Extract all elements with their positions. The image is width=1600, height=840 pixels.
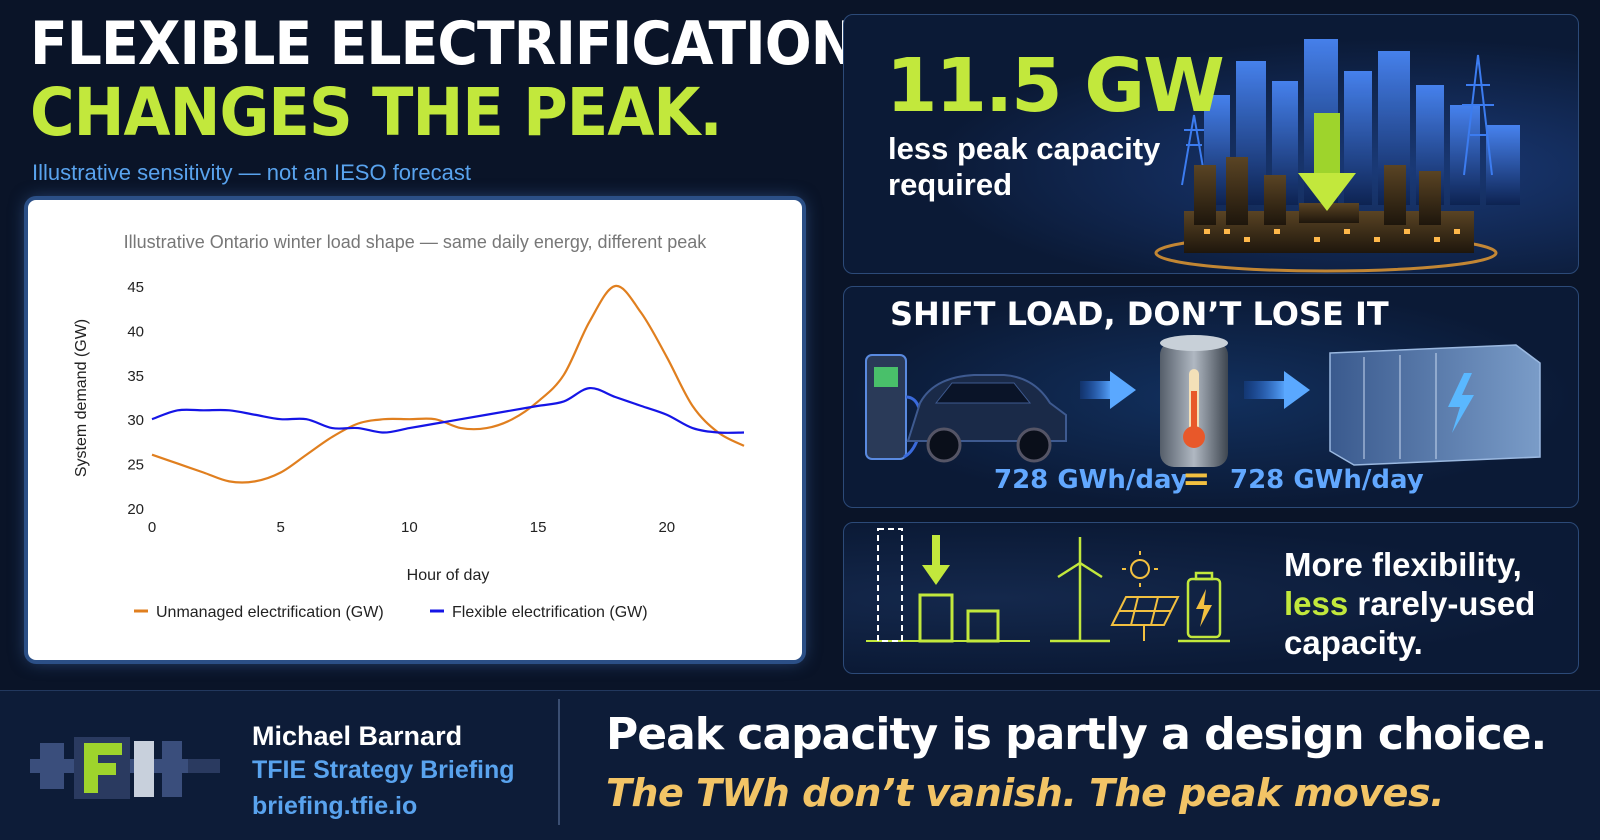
sun-icon xyxy=(1122,551,1158,587)
y-tick-label: 30 xyxy=(127,412,144,429)
power-plant xyxy=(1184,157,1474,253)
flexibility-line-3: capacity. xyxy=(1284,624,1423,661)
city-power-illustration xyxy=(1154,39,1520,273)
y-tick-label: 25 xyxy=(127,457,144,474)
legend-label-1: Unmanaged electrification (GW) xyxy=(156,604,384,621)
flexibility-text: More flexibility, less rarely-used capac… xyxy=(1284,545,1574,662)
flexibility-line-1: More flexibility, xyxy=(1284,546,1522,583)
series-line-1 xyxy=(151,284,745,484)
footer: Michael Barnard TFIE Strategy Briefing b… xyxy=(0,690,1600,840)
x-tick-label: 20 xyxy=(658,519,675,536)
x-tick-label: 15 xyxy=(530,519,547,536)
x-tick-label: 10 xyxy=(401,519,418,536)
series-line-2 xyxy=(151,387,745,434)
x-tick-label: 5 xyxy=(277,519,285,536)
subtitle: Illustrative sensitivity — not an IESO f… xyxy=(32,160,471,185)
peak-bars-icon xyxy=(866,528,1030,643)
x-axis-label: Hour of day xyxy=(407,567,490,584)
electric-car-icon xyxy=(906,374,1067,463)
equals-sign: = xyxy=(1182,459,1211,499)
flexibility-illustration xyxy=(866,528,1230,643)
wind-turbine-icon xyxy=(1050,537,1110,643)
arrow-right-icon-2 xyxy=(1244,371,1310,409)
headline: FLEXIBLE ELECTRIFICATION CHANGES THE PEA… xyxy=(30,14,928,146)
author-name: Michael Barnard xyxy=(252,721,463,751)
y-axis-label: System demand (GW) xyxy=(73,319,90,477)
subtagline: The TWh don’t vanish. The peak moves. xyxy=(606,771,1445,815)
x-tick-label: 0 xyxy=(148,519,156,536)
footer-divider xyxy=(558,699,560,825)
flexibility-highlight: less xyxy=(1284,585,1349,622)
ev-charger-icon xyxy=(865,354,923,460)
tfie-logo xyxy=(30,737,220,799)
chart-title: Illustrative Ontario winter load shape —… xyxy=(124,232,708,252)
shift-load-illustration xyxy=(865,335,1541,467)
briefing-name: TFIE Strategy Briefing xyxy=(252,756,515,784)
down-arrow-icon xyxy=(1298,113,1356,211)
energy-before-value: 728 GWh/day xyxy=(994,465,1188,495)
headline-line-1: FLEXIBLE ELECTRIFICATION xyxy=(30,9,857,79)
skyline xyxy=(1204,39,1520,205)
tagline: Peak capacity is partly a design choice. xyxy=(606,709,1547,760)
arrow-right-icon-1 xyxy=(1080,371,1136,409)
transmission-tower-left xyxy=(1181,114,1207,186)
flexibility-line-2: rarely-used xyxy=(1348,585,1536,622)
site-link[interactable]: briefing.tfie.io xyxy=(252,792,418,820)
legend-label-2: Flexible electrification (GW) xyxy=(452,604,648,621)
chart-svg: Illustrative Ontario winter load shape —… xyxy=(73,232,745,621)
y-tick-label: 45 xyxy=(127,279,144,296)
battery-icon xyxy=(1178,571,1230,643)
y-tick-label: 35 xyxy=(127,368,144,385)
peak-reduction-caption: less peak capacity required xyxy=(888,131,1161,202)
solar-panel-icon xyxy=(1110,596,1180,641)
peak-reduction-panel: 11.5 GW less peak capacity required xyxy=(843,14,1579,274)
shift-load-panel: SHIFT LOAD, DON’T LOSE IT 728 GWh/day = … xyxy=(843,286,1579,508)
transmission-tower-right xyxy=(1462,54,1494,176)
y-tick-label: 20 xyxy=(127,501,144,518)
flexibility-panel: More flexibility, less rarely-used capac… xyxy=(843,522,1579,674)
energy-after-value: 728 GWh/day xyxy=(1230,465,1424,495)
peak-reduction-value: 11.5 GW xyxy=(886,43,1225,129)
thermal-storage-tank-icon xyxy=(1160,335,1228,467)
battery-container-icon xyxy=(1329,344,1541,466)
load-shape-chart: Illustrative Ontario winter load shape —… xyxy=(28,200,802,660)
shift-load-title: SHIFT LOAD, DON’T LOSE IT xyxy=(890,295,1389,333)
headline-line-2: CHANGES THE PEAK. xyxy=(30,74,723,151)
y-tick-label: 40 xyxy=(127,323,144,340)
